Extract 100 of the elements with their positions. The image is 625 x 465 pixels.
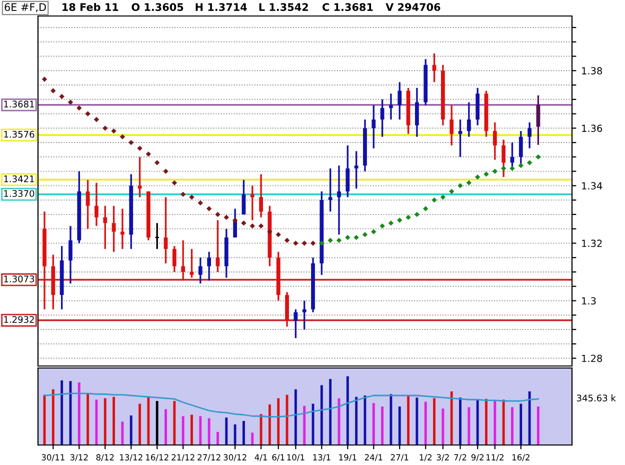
point: [484, 172, 489, 177]
x-tick-label: 13/12: [120, 454, 142, 462]
point: [94, 116, 100, 122]
bar: [121, 422, 124, 445]
point: [371, 229, 376, 234]
bar: [164, 409, 167, 445]
point: [102, 126, 108, 131]
point: [518, 162, 524, 168]
point: [241, 220, 246, 226]
point: [345, 234, 350, 240]
x-tick-label: 27/12: [198, 454, 220, 462]
point: [310, 240, 316, 246]
bar: [416, 398, 418, 445]
point: [59, 94, 64, 100]
ref-line-label: 1.3681: [4, 100, 34, 108]
point: [224, 214, 229, 220]
candlestick: [337, 164, 341, 236]
point: [319, 240, 324, 246]
point: [206, 206, 212, 212]
bar: [251, 432, 254, 445]
candlestick: [354, 150, 358, 190]
point: [423, 206, 428, 212]
text: H 1.3714: [196, 3, 247, 12]
point: [50, 88, 56, 94]
point: [380, 223, 385, 229]
x-tick-label: 24/1: [364, 454, 382, 462]
candlestick: [190, 248, 194, 279]
candlestick: [518, 130, 523, 166]
point: [163, 168, 168, 174]
candlestick: [233, 208, 238, 238]
point: [414, 212, 420, 218]
bar: [138, 404, 141, 445]
text: L 1.3542: [259, 3, 308, 12]
candlestick: [103, 204, 108, 250]
candlestick: [294, 308, 298, 339]
bar: [104, 398, 106, 445]
x-tick-label: 6/1: [272, 454, 284, 462]
x-tick-label: 13/1: [313, 454, 330, 462]
point: [198, 200, 204, 206]
point: [154, 160, 160, 166]
candlestick: [502, 138, 506, 178]
candlestick: [138, 156, 142, 198]
point: [500, 166, 506, 172]
x-tick-label: 10/1: [287, 454, 304, 462]
ref-line-label: 1.2932: [4, 316, 34, 323]
candlestick: [207, 250, 212, 282]
bar: [372, 403, 375, 445]
text: O 1.3605: [132, 3, 184, 12]
bar: [216, 432, 219, 445]
bar: [225, 418, 228, 445]
x-tick-label: 27/1: [390, 454, 408, 462]
point: [466, 180, 472, 186]
bar: [459, 398, 462, 445]
candlestick: [86, 179, 90, 230]
bar: [329, 379, 332, 445]
point: [111, 128, 116, 134]
bar: [537, 406, 540, 445]
candlestick: [164, 196, 168, 264]
bar: [277, 398, 280, 445]
y-tick-label: 1.32: [582, 240, 602, 248]
x-tick-label: 16/2: [512, 454, 530, 462]
bar: [442, 408, 444, 445]
candlestick: [68, 225, 72, 284]
bar: [147, 396, 150, 445]
point: [172, 180, 178, 186]
bar: [468, 407, 470, 445]
candlestick: [458, 118, 462, 158]
y-tick-label: 1.3: [582, 297, 596, 305]
candlestick: [259, 173, 263, 218]
bar: [511, 407, 514, 445]
point: [137, 146, 142, 151]
bar: [260, 414, 262, 445]
candlestick: [198, 256, 202, 284]
x-tick-label: 1/2: [420, 454, 432, 462]
bar: [86, 393, 90, 445]
point: [397, 218, 402, 223]
candlestick: [94, 182, 98, 227]
point: [510, 166, 515, 172]
point: [432, 197, 437, 203]
x-tick-label: 8/12: [96, 454, 114, 462]
candlestick: [466, 101, 471, 138]
point: [120, 134, 126, 140]
point: [284, 238, 290, 243]
x-tick-label: 3/2: [436, 454, 449, 462]
bar: [476, 400, 479, 445]
candlestick: [372, 104, 376, 150]
bar: [398, 406, 401, 445]
x-tick-label: 7/2: [454, 454, 466, 462]
point: [68, 100, 74, 105]
ref-line-label: 1.3370: [4, 190, 34, 197]
point: [388, 220, 394, 226]
candlestick: [450, 104, 454, 146]
candlestick: [346, 144, 350, 198]
point: [146, 151, 152, 157]
point: [180, 192, 186, 197]
text: V 294706: [386, 3, 440, 12]
point: [336, 238, 342, 243]
point: [215, 212, 220, 218]
candlestick: [380, 98, 384, 138]
point: [267, 229, 272, 234]
